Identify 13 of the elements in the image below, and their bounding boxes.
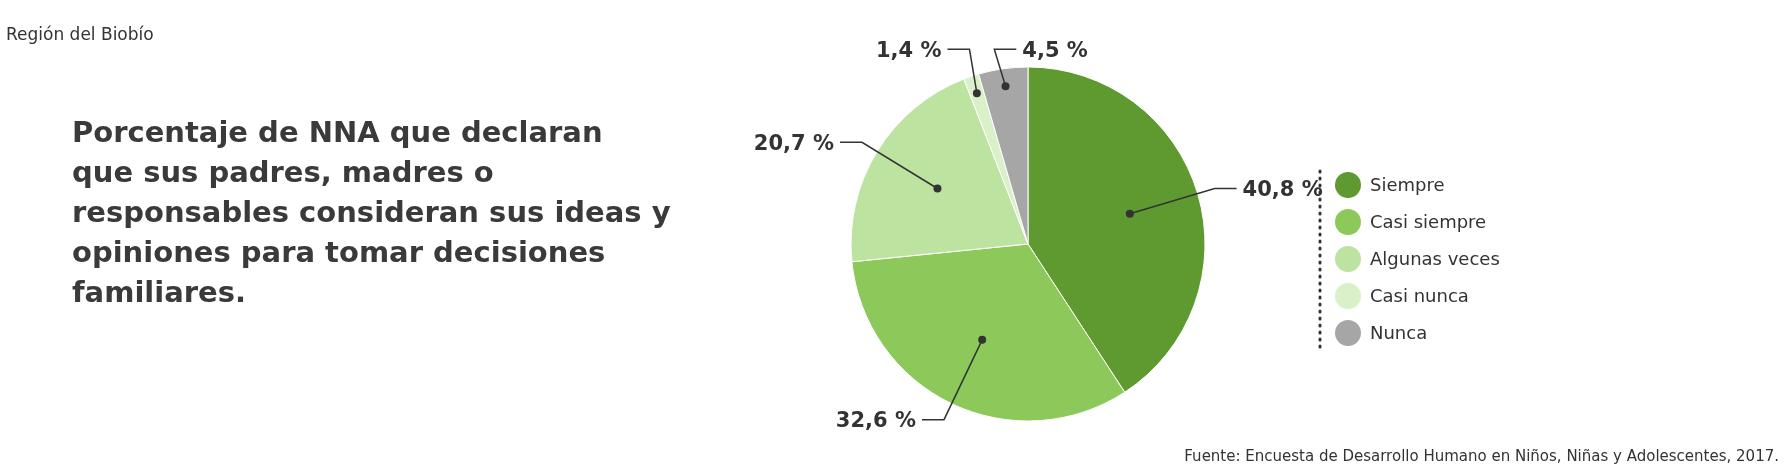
text: Región del Biobío [6,24,154,44]
legend-label: Casi siempre [1370,211,1487,233]
data-label: 1,4 % [875,37,942,62]
legend-label: Algunas veces [1370,248,1500,270]
legend-label: Siempre [1370,174,1445,196]
data-label: 40,8 % [1242,176,1323,201]
legend-label: Nunca [1370,322,1428,344]
source-note: Fuente: Encuesta de Desarrollo Humano en Niños, Niñas y Adolescentes, 2017. [1184,447,1779,465]
text: Porcentaje de NNA que declaran que sus padres, madres o responsables consideran sus ideas y opiniones para tomar decisiones familiares. [72,114,672,311]
data-label: 4,5 % [1022,37,1088,62]
data-label: 32,6 % [835,408,916,432]
legend-label: Casi nunca [1370,285,1469,307]
data-label: 20,7 % [753,130,834,155]
